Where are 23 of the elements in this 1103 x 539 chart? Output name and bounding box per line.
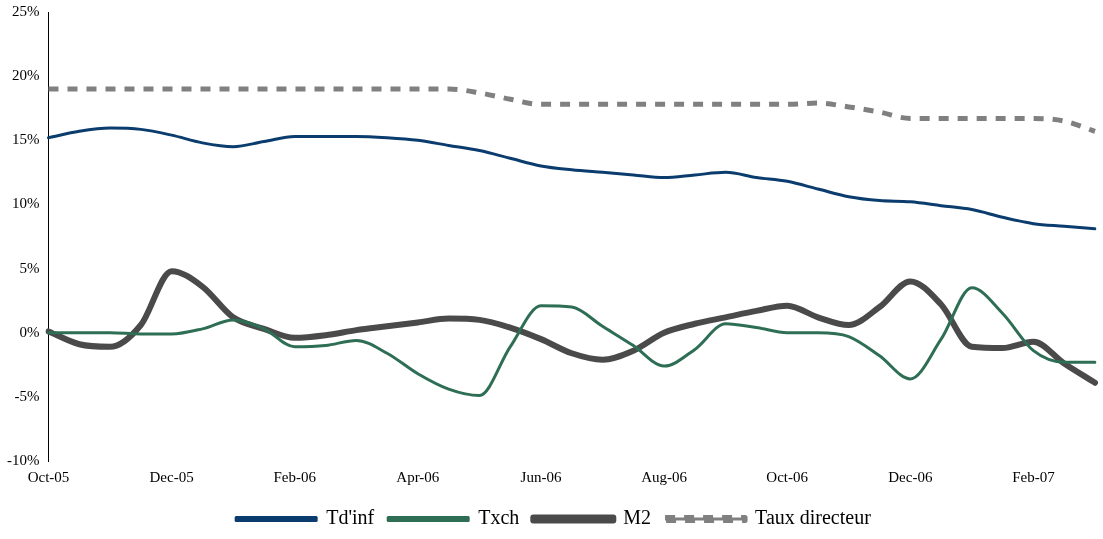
x-tick-label: Aug-06	[641, 468, 688, 485]
y-tick-label: 15%	[11, 131, 40, 148]
line-series	[46, 286, 1097, 398]
x-tick-label: Apr-06	[396, 468, 440, 485]
legend-label: Txch	[478, 506, 520, 529]
legend-label: Td'inf	[326, 506, 375, 529]
y-tick-label: -10%	[6, 451, 40, 468]
legend-label: M2	[623, 506, 652, 529]
x-tick-label: Dec-05	[149, 468, 194, 485]
x-tick-label: Feb-06	[273, 468, 317, 485]
y-tick-label: -5%	[14, 387, 40, 404]
y-tick-label: 10%	[11, 195, 40, 212]
y-tick-label: 0%	[19, 323, 40, 340]
legend-label: Taux directeur	[755, 506, 872, 529]
y-tick-label: 20%	[11, 67, 40, 84]
line-series	[46, 126, 1097, 231]
x-tick-label: Jun-06	[520, 468, 562, 485]
y-tick-label: 25%	[11, 2, 40, 19]
x-tick-label: Oct-05	[27, 468, 70, 485]
x-tick-label: Oct-06	[766, 468, 809, 485]
x-tick-label: Dec-06	[888, 468, 933, 485]
x-tick-label: Feb-07	[1012, 468, 1056, 485]
y-tick-label: 5%	[19, 259, 40, 276]
